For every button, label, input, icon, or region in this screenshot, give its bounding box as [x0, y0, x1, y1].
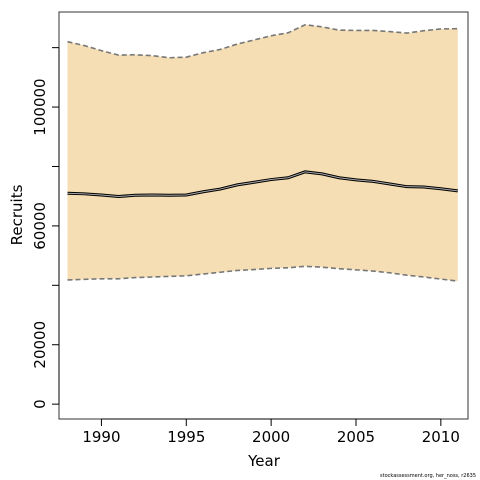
y-tick-label: 20000: [31, 321, 49, 369]
y-axis-title: Recruits: [8, 184, 26, 245]
footnote: stockassessment.org, her_noss, r2635: [380, 473, 476, 479]
y-axis: 0 20000 60000 100000: [31, 47, 60, 409]
y-tick-label: 0: [31, 399, 49, 409]
series-lines-layer: [67, 23, 458, 282]
x-axis-title: Year: [247, 452, 281, 470]
x-tick-label: 2010: [422, 428, 460, 446]
x-axis: 1990 1995 2000 2005 2010: [82, 418, 460, 446]
confidence-band-layer: [67, 24, 458, 282]
estimate-line-highlight: [67, 171, 458, 197]
upper-bound-line: [67, 23, 458, 59]
confidence-band: [67, 24, 458, 282]
x-tick-label: 1995: [167, 428, 205, 446]
x-tick-label: 2000: [252, 428, 290, 446]
x-tick-label: 2005: [337, 428, 375, 446]
x-tick-label: 1990: [82, 428, 120, 446]
lower-bound-line: [67, 265, 458, 282]
y-tick-label: 100000: [31, 78, 49, 135]
y-tick-label: 60000: [31, 202, 49, 250]
